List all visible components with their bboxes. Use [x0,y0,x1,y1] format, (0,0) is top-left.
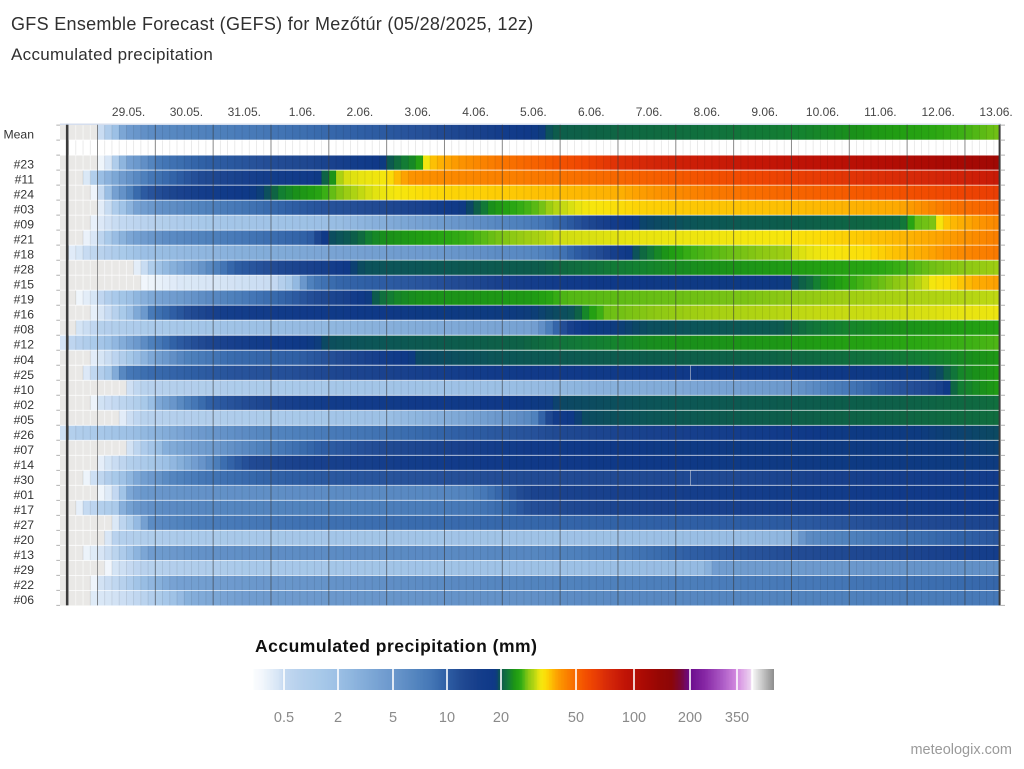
svg-text:#03: #03 [14,203,35,217]
svg-text:20: 20 [493,710,509,726]
svg-text:8.06.: 8.06. [694,105,721,119]
svg-text:1.06.: 1.06. [289,105,316,119]
svg-text:#23: #23 [14,158,35,172]
svg-text:#24: #24 [14,188,35,202]
svg-text:29.05.: 29.05. [112,105,145,119]
svg-text:#21: #21 [14,233,35,247]
svg-text:#29: #29 [14,563,35,577]
svg-text:#01: #01 [14,488,35,502]
svg-text:#06: #06 [14,593,35,607]
svg-text:#17: #17 [14,503,35,517]
svg-text:#12: #12 [14,338,35,352]
svg-text:9.06.: 9.06. [751,105,778,119]
svg-text:0.5: 0.5 [274,710,294,726]
svg-text:#02: #02 [14,398,35,412]
svg-text:#26: #26 [14,428,35,442]
svg-text:2.06.: 2.06. [347,105,374,119]
svg-text:7.06.: 7.06. [636,105,663,119]
svg-text:#11: #11 [15,173,35,187]
svg-text:#09: #09 [14,218,35,232]
svg-text:12.06.: 12.06. [922,105,955,119]
svg-text:200: 200 [678,710,702,726]
svg-text:10.06.: 10.06. [806,105,839,119]
svg-text:#19: #19 [14,293,35,307]
svg-text:meteologix.com: meteologix.com [910,742,1012,758]
svg-text:350: 350 [725,710,749,726]
svg-text:#13: #13 [14,548,35,562]
svg-text:5.06.: 5.06. [520,105,547,119]
svg-text:10: 10 [439,710,455,726]
svg-text:#28: #28 [14,263,35,277]
svg-text:#08: #08 [14,323,35,337]
svg-text:31.05.: 31.05. [228,105,261,119]
svg-text:#05: #05 [14,413,35,427]
svg-text:Mean: Mean [4,128,35,142]
svg-text:#30: #30 [14,473,35,487]
svg-text:4.06.: 4.06. [462,105,489,119]
svg-text:100: 100 [622,710,646,726]
svg-text:#18: #18 [14,248,35,262]
svg-text:#15: #15 [14,278,35,292]
svg-text:Accumulated precipitation (mm): Accumulated precipitation (mm) [255,636,537,656]
svg-text:3.06.: 3.06. [404,105,431,119]
svg-text:GFS Ensemble Forecast (GEFS) f: GFS Ensemble Forecast (GEFS) for Mezőtúr… [11,14,534,34]
svg-text:11.06.: 11.06. [864,105,896,119]
svg-text:6.06.: 6.06. [578,105,605,119]
svg-text:13.06.: 13.06. [979,105,1012,119]
svg-text:#16: #16 [14,308,35,322]
svg-text:#25: #25 [14,368,35,382]
svg-text:30.05.: 30.05. [170,105,203,119]
svg-text:5: 5 [389,710,397,726]
svg-text:#07: #07 [14,443,35,457]
svg-text:#14: #14 [14,458,35,472]
svg-text:Accumulated precipitation: Accumulated precipitation [11,45,213,64]
svg-text:#27: #27 [14,518,35,532]
svg-text:#04: #04 [14,353,35,367]
svg-text:50: 50 [568,710,584,726]
svg-text:2: 2 [334,710,342,726]
svg-text:#10: #10 [14,383,35,397]
svg-text:#20: #20 [14,533,35,547]
svg-text:#22: #22 [14,578,35,592]
